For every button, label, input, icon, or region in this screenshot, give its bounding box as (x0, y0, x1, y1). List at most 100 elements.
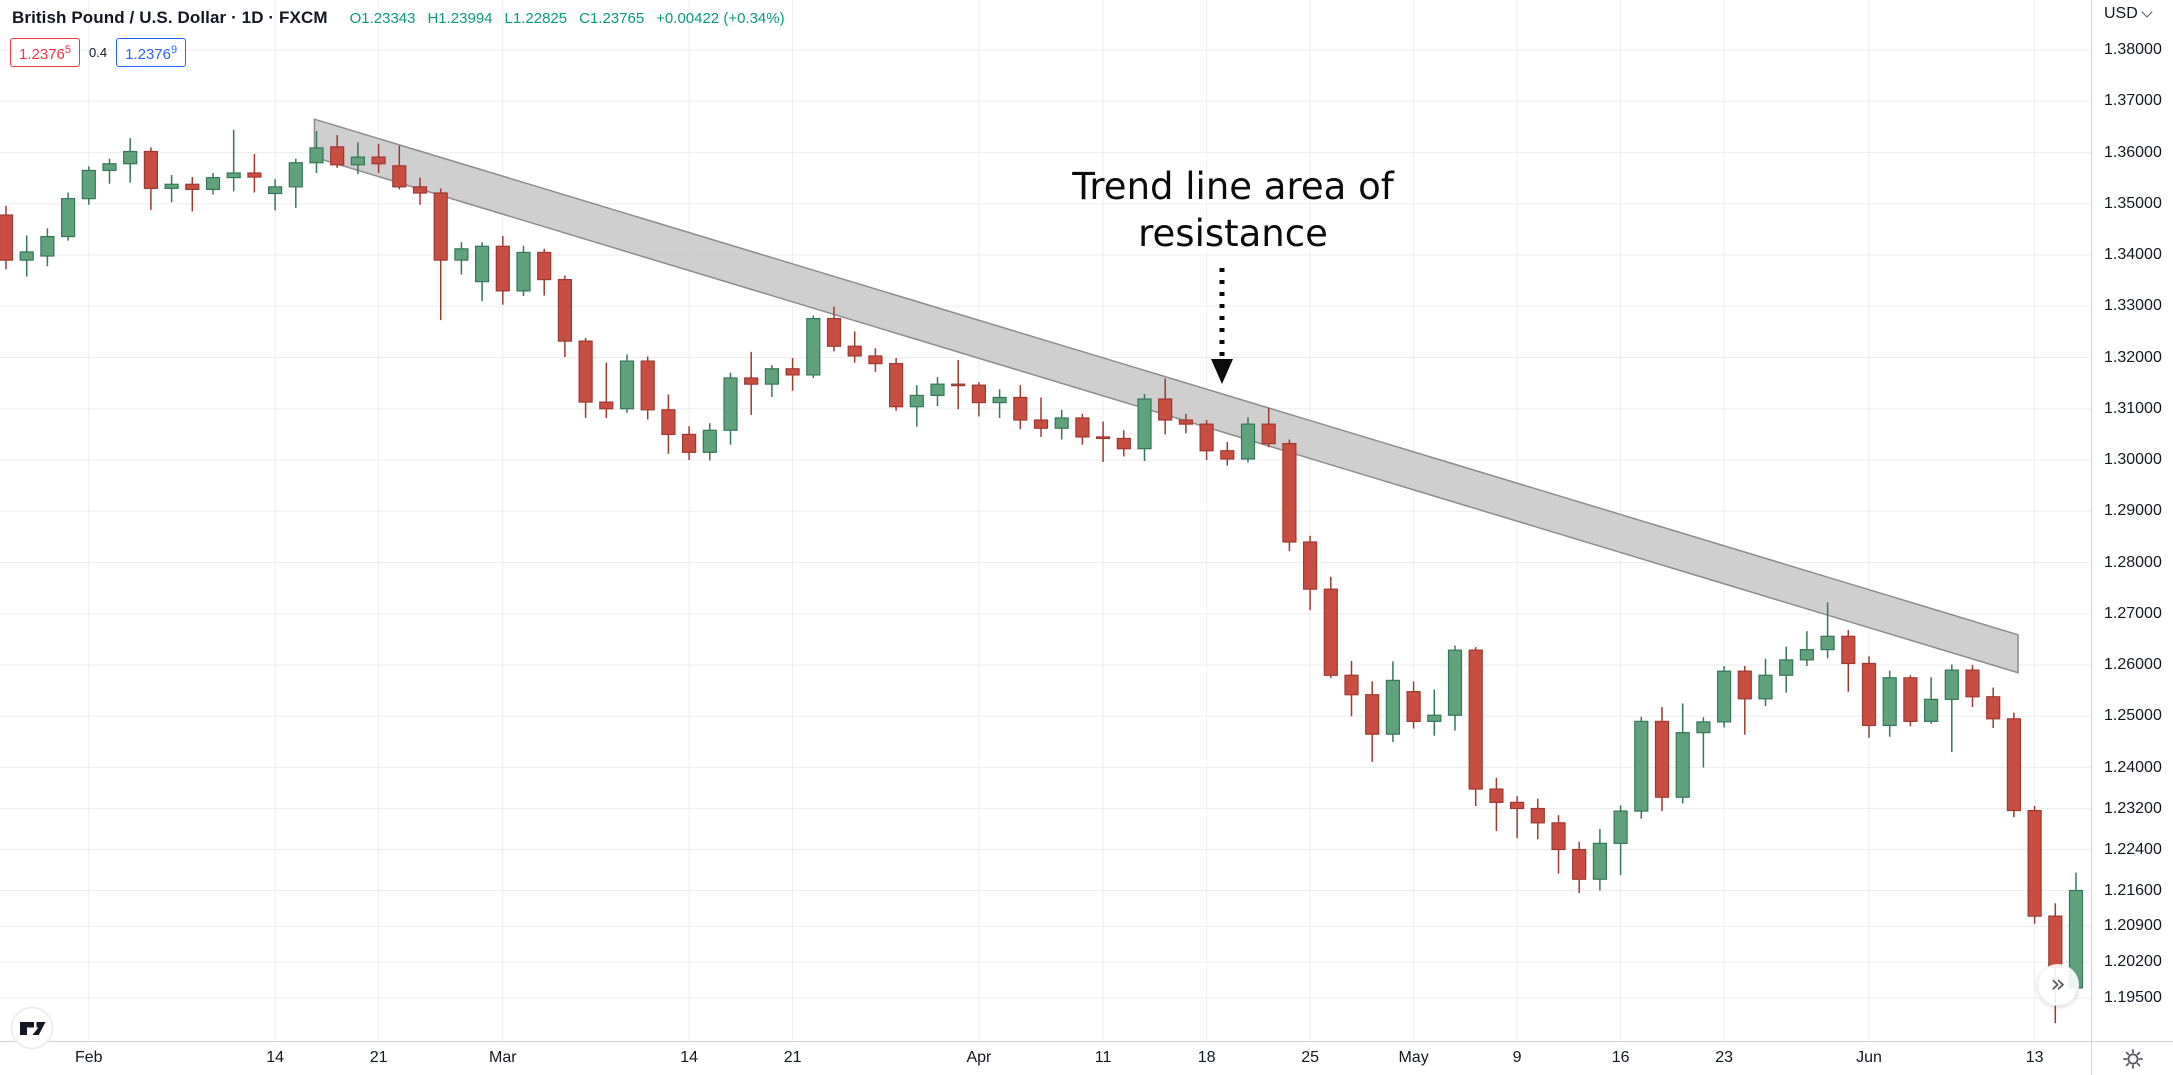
candle (1178, 413, 1194, 434)
price-axis-label: 1.29000 (2104, 502, 2162, 520)
candle (371, 143, 386, 173)
price-axis-label: 1.33000 (2104, 297, 2162, 315)
candle (40, 228, 55, 267)
candle (1427, 689, 1442, 736)
candle (1095, 421, 1111, 463)
candle (1323, 576, 1338, 678)
candle (1634, 716, 1649, 819)
tradingview-logo[interactable] (10, 1006, 54, 1050)
time-axis-label: 23 (1715, 1049, 1733, 1066)
time-axis[interactable]: Feb 14 21 Mar 14 21 Apr 11 18 25 May 9 16 23 Jun 13 (0, 1041, 2091, 1075)
time-axis-label: 14 (266, 1049, 284, 1066)
candle (806, 315, 821, 378)
price-axis-label: 1.38000 (2104, 41, 2162, 58)
candle (681, 426, 697, 460)
candle (868, 348, 883, 372)
candle (1882, 670, 1897, 737)
price-axis-label: 1.31000 (2104, 399, 2162, 417)
buy-price-main: 1.2376 (125, 46, 171, 63)
candle (475, 242, 490, 302)
price-axis[interactable]: USD 1.38000 1.37000 1.36000 1.35000 1.34000 1… (2091, 0, 2173, 1041)
candle (309, 130, 324, 173)
candle (81, 166, 96, 205)
chart-settings-button[interactable] (2122, 1048, 2144, 1070)
trend-channel-drawing[interactable] (313, 118, 2019, 674)
candle (185, 177, 200, 212)
buy-price-button[interactable]: 1.23769 (116, 38, 187, 67)
candle (1054, 409, 1069, 440)
price-axis-label: 1.22400 (2104, 840, 2162, 858)
annotation-line-2: resistance (1138, 212, 1328, 255)
candle (1716, 666, 1732, 728)
candle (1572, 841, 1587, 894)
candle (1158, 378, 1173, 435)
annotation-line-1: Trend line area of (1072, 165, 1394, 208)
candle (1965, 665, 1980, 708)
candle (1509, 796, 1525, 839)
candle (350, 142, 365, 175)
candle (1075, 413, 1090, 445)
candle (0, 205, 14, 270)
price-axis-label: 1.34000 (2104, 246, 2162, 263)
price-axis-label: 1.25000 (2104, 707, 2162, 725)
candle (723, 372, 738, 445)
price-axis-label: 1.19500 (2104, 989, 2162, 1007)
gear-icon (2123, 1048, 2143, 1069)
candle (2006, 712, 2022, 818)
price-axis-label: 1.24000 (2104, 758, 2162, 776)
candle (1944, 664, 1959, 753)
candle (826, 306, 842, 352)
chart-legend: British Pound / U.S. Dollar · 1D · FXCM … (12, 8, 785, 28)
candle (764, 365, 780, 397)
candle (1240, 417, 1256, 463)
price-axis-label: 1.21600 (2104, 881, 2162, 899)
symbol-title[interactable]: British Pound / U.S. Dollar · 1D · FXCM (12, 8, 328, 27)
candle (599, 362, 614, 418)
currency-dropdown[interactable]: USD (2104, 5, 2153, 23)
time-axis-label: 9 (1512, 1049, 1522, 1066)
candle (454, 242, 469, 275)
candle (578, 338, 593, 418)
candle (1841, 630, 1856, 692)
time-axis-label: Mar (489, 1049, 517, 1066)
candle (619, 354, 635, 413)
scroll-to-latest-button[interactable]: » (2037, 964, 2079, 1006)
time-axis-label: Jun (1856, 1049, 1882, 1066)
candle (1696, 717, 1711, 768)
candle (951, 360, 966, 410)
change-value: +0.00422 (+0.34%) (656, 9, 785, 27)
candle (1799, 631, 1815, 667)
price-axis-label: 1.32000 (2104, 348, 2162, 366)
candle (1344, 660, 1359, 717)
candle (123, 138, 138, 183)
candle (516, 245, 531, 296)
candle (102, 158, 117, 184)
candle (1365, 681, 1380, 762)
candle (1033, 397, 1049, 437)
candle (557, 275, 573, 357)
price-axis-label: 1.27000 (2104, 604, 2162, 622)
candle (661, 394, 676, 454)
candle (1261, 407, 1276, 448)
spread-value: 0.4 (89, 45, 108, 60)
candle (702, 423, 717, 461)
candle (930, 376, 945, 407)
candle (1530, 798, 1545, 840)
candle (1489, 777, 1504, 832)
candle (1779, 646, 1794, 693)
low-value: L1.22825 (504, 9, 568, 27)
candle (268, 179, 283, 211)
candle (992, 389, 1007, 418)
chart-plot-area[interactable]: British Pound / U.S. Dollar · 1D · FXCM … (0, 0, 2091, 1050)
candle (888, 358, 904, 411)
candle (847, 331, 862, 363)
time-axis-label: 13 (2025, 1049, 2044, 1066)
candlestick-chart[interactable] (0, 0, 2091, 1041)
candle (1116, 430, 1131, 457)
buy-price-pip: 9 (170, 44, 178, 56)
sell-price-button[interactable]: 1.23765 (10, 38, 81, 67)
candle (1820, 602, 1835, 659)
candle (1758, 658, 1773, 706)
candles (0, 129, 2084, 1024)
candle (744, 351, 759, 415)
